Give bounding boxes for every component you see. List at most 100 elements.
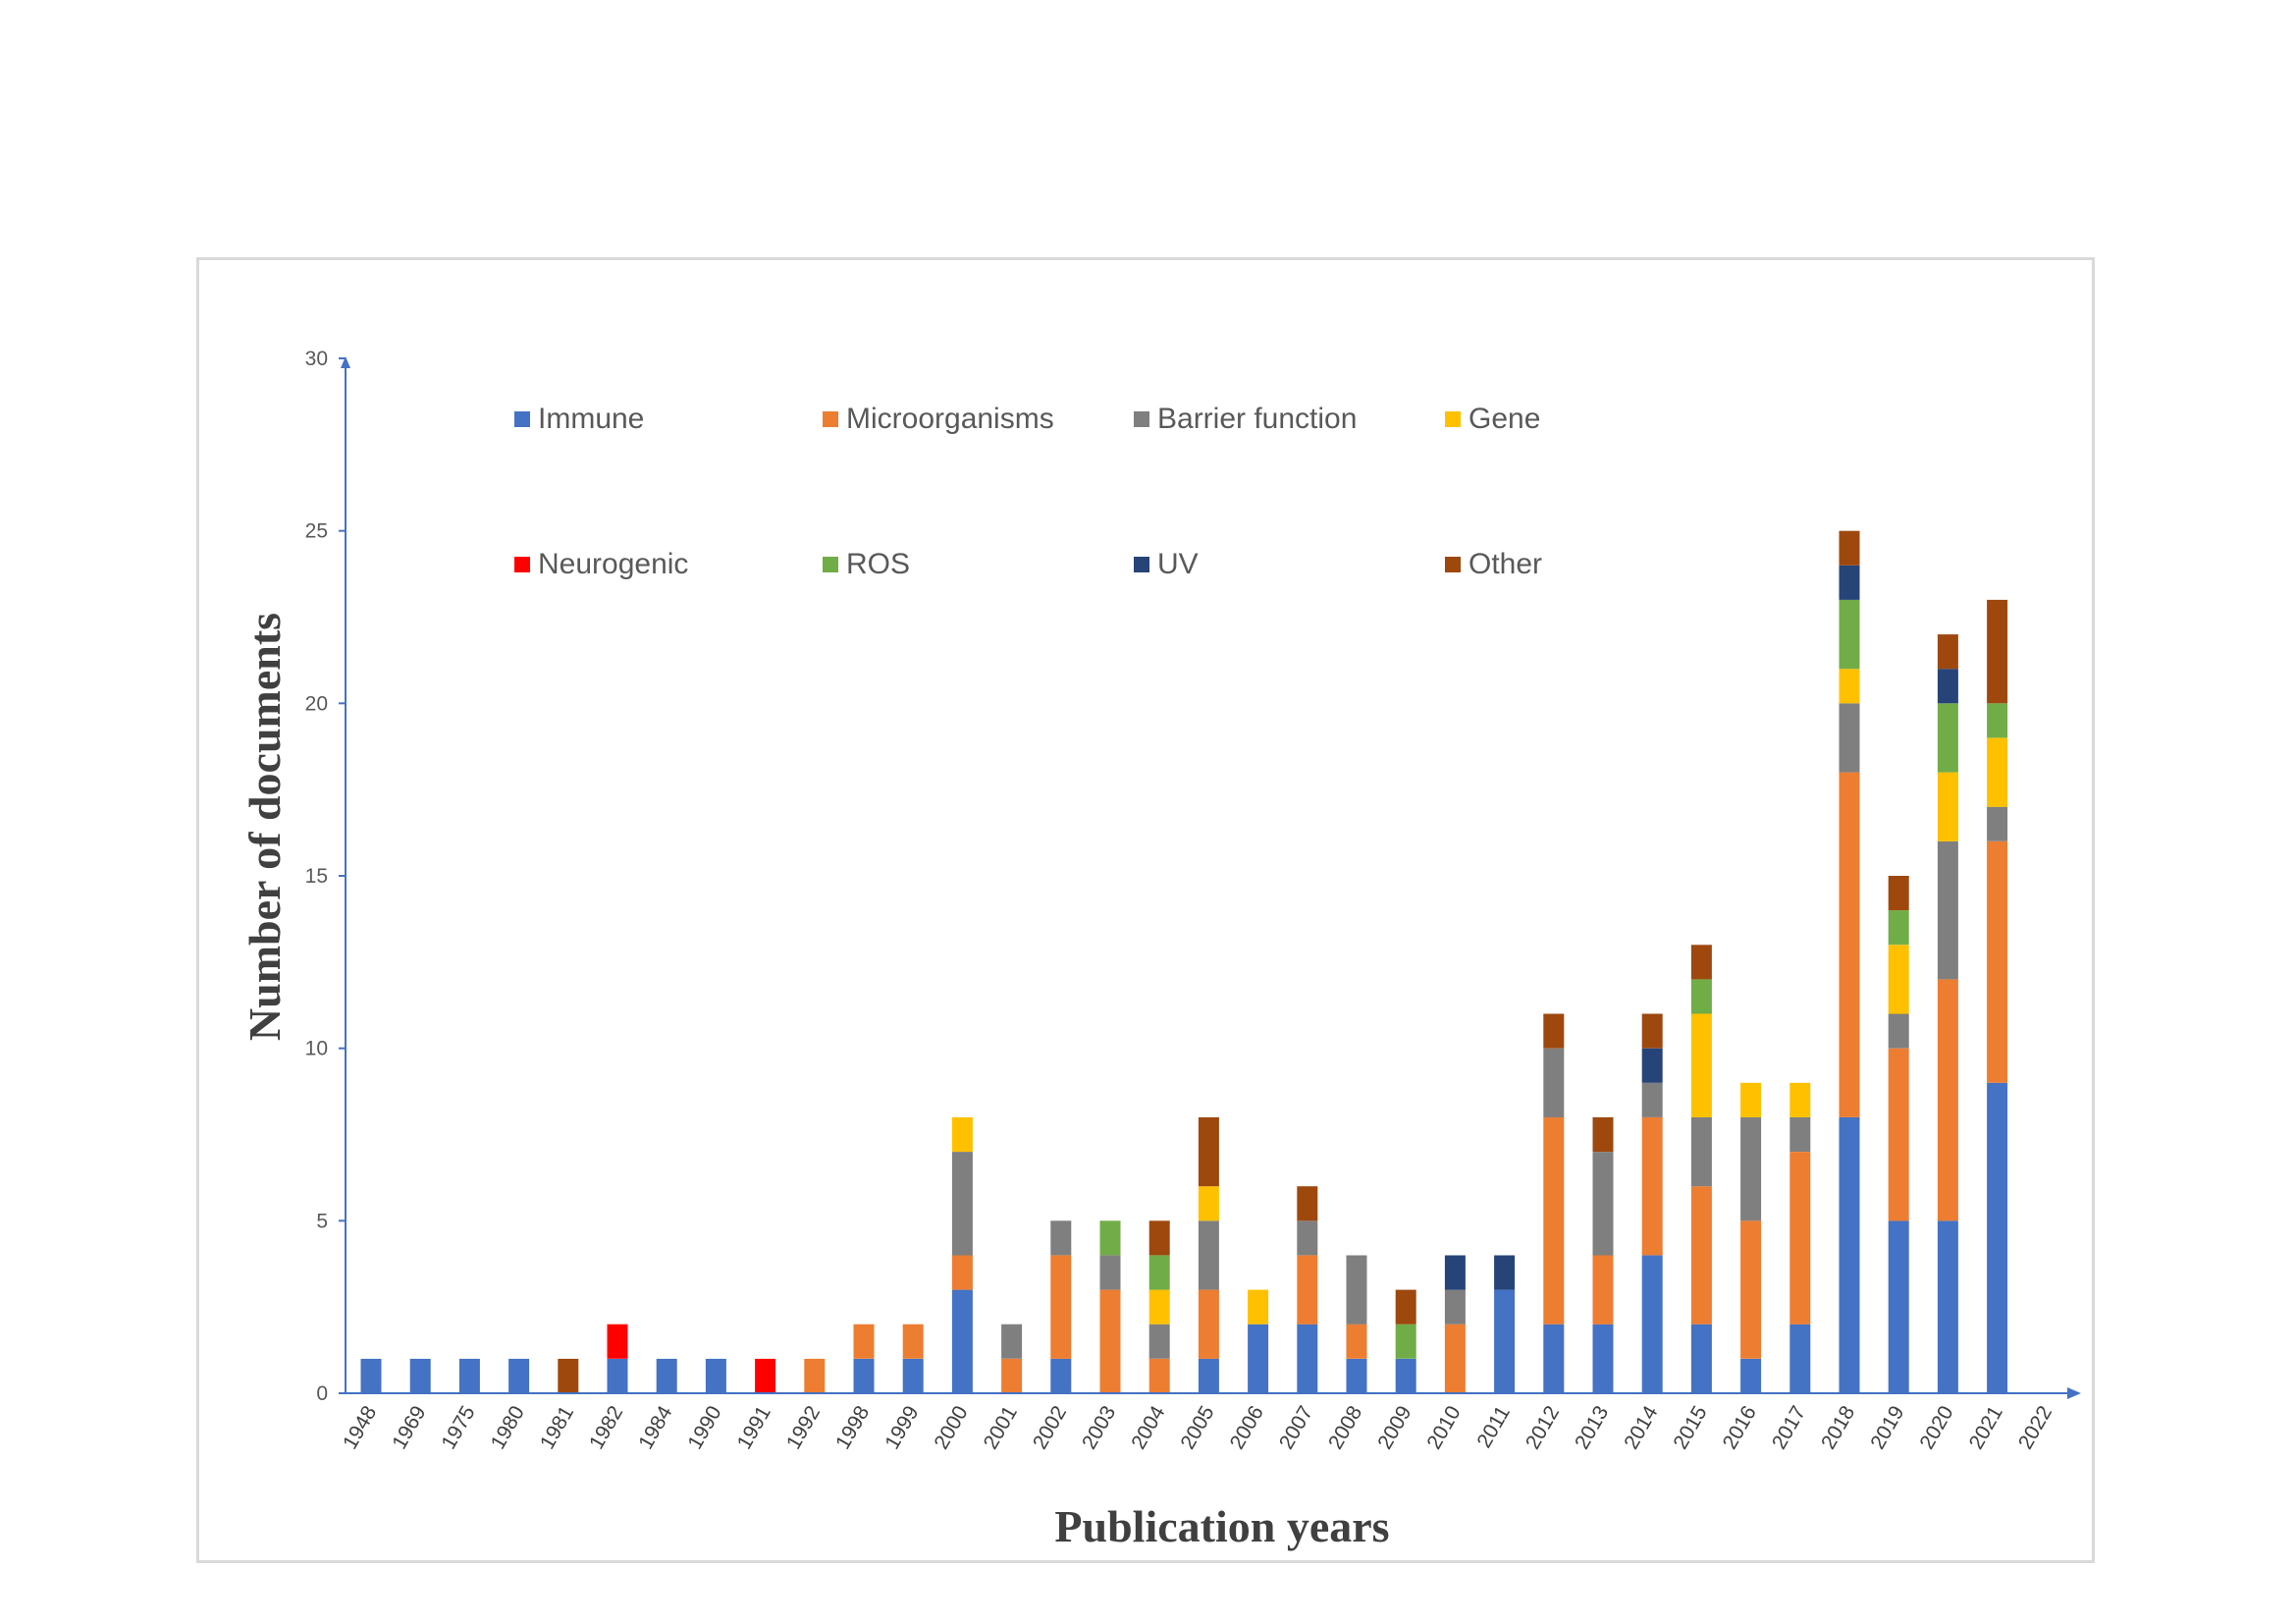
bar-segment-2018-microorganisms [1839,772,1860,1117]
x-tick-label: 1998 [831,1402,874,1453]
chart-frame: 0 5 10 15 20 25 30 1948 1969 1975 1980 1981 1982 1984… [196,257,2095,1563]
bar-segment-2010-barrier-function [1444,1289,1466,1325]
legend-label-neurogenic: Neurogenic [538,548,688,580]
x-tick-label: 2022 [2014,1402,2056,1453]
bar-segment-2020-gene [1937,772,1958,841]
bar-segment-2004-microorganisms [1148,1358,1170,1393]
bar-segment-2020-immune [1937,1220,1958,1393]
bar-segment-2018-immune [1839,1116,1860,1393]
bar-segment-2004-gene [1148,1289,1170,1325]
x-tick-label: 2018 [1817,1402,1859,1453]
legend-label-microorganisms: Microorganisms [846,403,1054,435]
bar-segment-2005-gene [1198,1186,1219,1221]
bar-segment-1975-immune [458,1358,480,1393]
legend-label-immune: Immune [538,403,644,435]
bar-segment-2010-uv [1444,1255,1466,1290]
y-axis-arrow [341,356,350,368]
x-axis-title: Publication years [1054,1501,1389,1551]
bar-segment-2002-immune [1050,1358,1072,1393]
bar-segment-2009-ros [1395,1324,1416,1359]
bar-segment-2020-barrier-function [1937,840,1958,980]
legend-swatch-neurogenic [514,557,530,572]
bar-segment-2018-ros [1839,599,1860,670]
legend-label-uv: UV [1157,548,1199,580]
bar-segment-2005-other [1198,1116,1219,1187]
x-tick-label: 2006 [1226,1402,1268,1453]
bar-segment-2016-microorganisms [1740,1220,1762,1359]
bar-segment-2000-gene [951,1116,973,1152]
y-tick-label: 20 [305,692,328,715]
bars-layer [360,530,2008,1393]
x-tick-label: 1982 [585,1402,627,1453]
bar-segment-2017-immune [1789,1324,1811,1393]
bar-segment-1990-immune [705,1358,726,1393]
bar-segment-2015-immune [1690,1324,1712,1393]
x-tick-label: 1969 [388,1402,430,1453]
bar-segment-2009-immune [1395,1358,1416,1393]
bar-segment-2004-barrier-function [1148,1324,1170,1359]
x-tick-label: 2020 [1915,1402,1957,1453]
legend-swatch-uv [1134,557,1149,572]
bar-segment-2008-barrier-function [1346,1255,1367,1325]
bar-segment-1948-immune [360,1358,382,1393]
bar-segment-1982-neurogenic [607,1324,628,1359]
legend-label-ros: ROS [846,548,910,580]
y-tick-label: 5 [316,1210,328,1232]
bar-segment-2015-gene [1690,1013,1712,1117]
x-tick-label: 2004 [1127,1402,1169,1453]
bar-segment-2005-microorganisms [1198,1289,1219,1359]
x-axis-arrow [2067,1387,2081,1399]
x-tick-label: 2021 [1965,1402,2007,1453]
bar-segment-2005-immune [1198,1358,1219,1393]
x-tick-label: 2007 [1275,1402,1317,1453]
bar-segment-1992-microorganisms [804,1358,826,1393]
bar-segment-2000-immune [951,1289,973,1393]
x-tick-label: 2014 [1620,1402,1662,1453]
bar-segment-1991-neurogenic [755,1358,776,1393]
bar-segment-2000-barrier-function [951,1152,973,1256]
bar-segment-2018-uv [1839,565,1860,600]
x-tick-label: 2005 [1176,1402,1218,1453]
bar-segment-1984-immune [656,1358,677,1393]
legend-label-other: Other [1468,548,1542,580]
bar-segment-2017-gene [1789,1082,1811,1117]
x-tick-label: 2002 [1029,1402,1071,1453]
bar-segment-2018-gene [1839,669,1860,704]
bar-segment-2021-gene [1987,737,2008,807]
bar-segment-2011-immune [1494,1289,1516,1393]
x-tick-label: 1992 [782,1402,825,1453]
bar-segment-2002-microorganisms [1050,1255,1072,1359]
x-tick-label: 2003 [1078,1402,1120,1453]
x-tick-label: 2016 [1719,1402,1761,1453]
y-tick-label: 15 [305,865,328,888]
bar-segment-2019-microorganisms [1888,1048,1909,1221]
bar-segment-2004-ros [1148,1255,1170,1290]
stacked-bar-chart: 0 5 10 15 20 25 30 1948 1969 1975 1980 1981 1982 1984… [240,348,2081,1551]
bar-segment-2001-microorganisms [1001,1358,1023,1393]
bar-segment-2017-microorganisms [1789,1152,1811,1325]
bar-segment-2020-ros [1937,703,1958,773]
legend-swatch-gene [1445,411,1461,427]
bar-segment-1980-immune [508,1358,530,1393]
bar-segment-2021-ros [1987,703,2008,738]
bar-segment-2019-other [1888,876,1909,911]
bar-segment-2019-immune [1888,1220,1909,1393]
axes-layer: 0 5 10 15 20 25 30 1948 1969 1975 1980 1981 1982 1984… [305,348,2081,1453]
bar-segment-2014-other [1641,1013,1663,1049]
bar-segment-2012-microorganisms [1543,1116,1565,1325]
bar-segment-2020-microorganisms [1937,979,1958,1221]
bar-segment-2016-immune [1740,1358,1762,1393]
x-tick-label: 1991 [733,1402,775,1453]
bar-segment-2004-other [1148,1220,1170,1256]
x-tick-label: 2008 [1324,1402,1366,1453]
legend-label-barrier-function: Barrier function [1157,403,1357,435]
legend: Immune Microorganisms Barrier function Gene… [514,403,1542,580]
bar-segment-2010-microorganisms [1444,1324,1466,1393]
x-tick-label: 1984 [634,1402,676,1453]
legend-swatch-barrier-function [1134,411,1149,427]
bar-segment-2016-barrier-function [1740,1116,1762,1221]
legend-swatch-microorganisms [823,411,838,427]
bar-segment-2005-barrier-function [1198,1220,1219,1290]
bar-segment-1998-immune [853,1358,875,1393]
bar-segment-2020-uv [1937,669,1958,704]
